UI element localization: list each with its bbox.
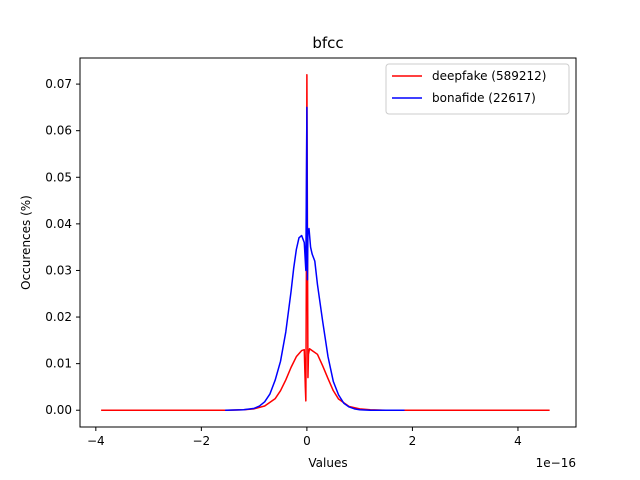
plot-frame — [79, 57, 577, 428]
x-axis-offset-text: 1e−16 — [536, 456, 576, 470]
legend-frame — [385, 63, 570, 115]
x-axis-label: Values — [308, 456, 347, 470]
x-ticks: −4 −2 0 2 4 — [87, 427, 522, 448]
y-ticks: 0.00 0.01 0.02 0.03 0.04 0.05 0.06 0.07 — [45, 77, 80, 417]
y-tick-label-5: 0.05 — [45, 170, 72, 184]
series-line-0 — [101, 74, 550, 411]
y-tick-label-2: 0.02 — [45, 310, 72, 324]
series-layer — [101, 74, 550, 411]
x-tick-label-3: 2 — [409, 434, 417, 448]
y-tick-label-3: 0.03 — [45, 263, 72, 277]
x-tick-label-4: 4 — [514, 434, 522, 448]
x-tick-label-0: −4 — [87, 434, 105, 448]
legend: deepfake (589212) bonafide (22617) — [385, 63, 570, 115]
y-axis-label: Occurences (%) — [19, 195, 33, 290]
y-tick-label-1: 0.01 — [45, 357, 72, 371]
y-tick-label-4: 0.04 — [45, 217, 72, 231]
x-tick-label-2: 0 — [303, 434, 311, 448]
y-tick-label-6: 0.06 — [45, 124, 72, 138]
y-tick-label-0: 0.00 — [45, 403, 72, 417]
chart-title: bfcc — [312, 34, 343, 52]
x-tick-label-1: −2 — [193, 434, 211, 448]
legend-label-1: bonafide (22617) — [432, 91, 536, 105]
y-tick-label-7: 0.07 — [45, 77, 72, 91]
legend-label-0: deepfake (589212) — [432, 69, 546, 83]
series-line-1 — [225, 106, 405, 411]
